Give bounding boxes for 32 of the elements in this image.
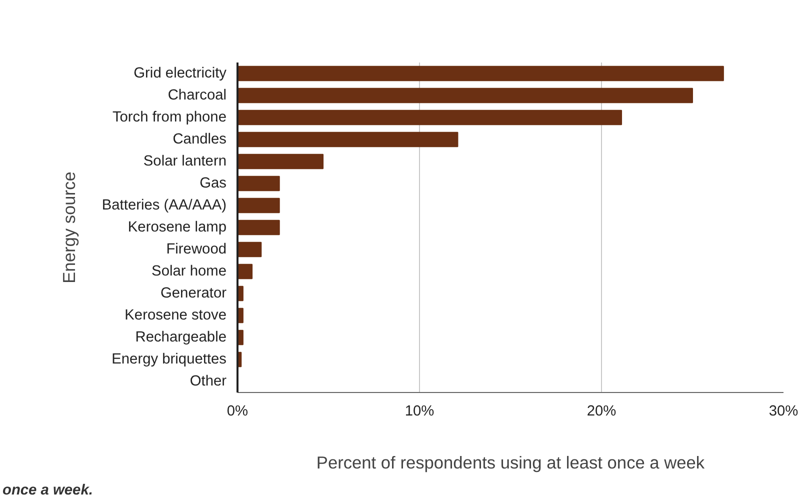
bar (238, 154, 324, 170)
x-tick-label: 10% (404, 404, 434, 420)
y-tick-label: Solar lantern (143, 154, 227, 170)
bar (238, 198, 280, 214)
y-tick-label: Energy briquettes (112, 352, 226, 368)
bar (238, 110, 622, 126)
bar (238, 66, 724, 82)
y-tick-label: Solar home (152, 264, 227, 280)
y-tick-label: Generator (160, 286, 227, 302)
y-tick-label: Kerosene stove (124, 308, 226, 324)
y-tick-label: Firewood (166, 242, 227, 258)
x-tick-label: 0% (226, 404, 248, 420)
y-tick-label: Candles (172, 132, 227, 148)
y-tick-label: Other (190, 374, 227, 390)
y-tick-label: Kerosene lamp (128, 220, 227, 236)
bar (238, 88, 693, 104)
y-axis-title: Energy source (58, 172, 79, 284)
y-tick-label: Torch from phone (112, 110, 227, 126)
y-tick-label: Rechargeable (135, 330, 227, 346)
bar (238, 264, 253, 280)
bar (238, 220, 280, 236)
x-tick-label: 30% (768, 404, 798, 420)
y-tick-label: Batteries (AA/AAA) (102, 198, 227, 214)
x-tick-label: 20% (586, 404, 616, 420)
bar (238, 132, 458, 148)
bar (238, 176, 280, 192)
y-tick-label: Grid electricity (134, 66, 228, 82)
x-axis-title: Percent of respondents using at least once a week (316, 452, 705, 472)
bar (238, 242, 262, 258)
y-tick-label: Gas (200, 176, 227, 192)
text: once a week. (2, 482, 93, 498)
y-tick-label: Charcoal (168, 88, 227, 104)
